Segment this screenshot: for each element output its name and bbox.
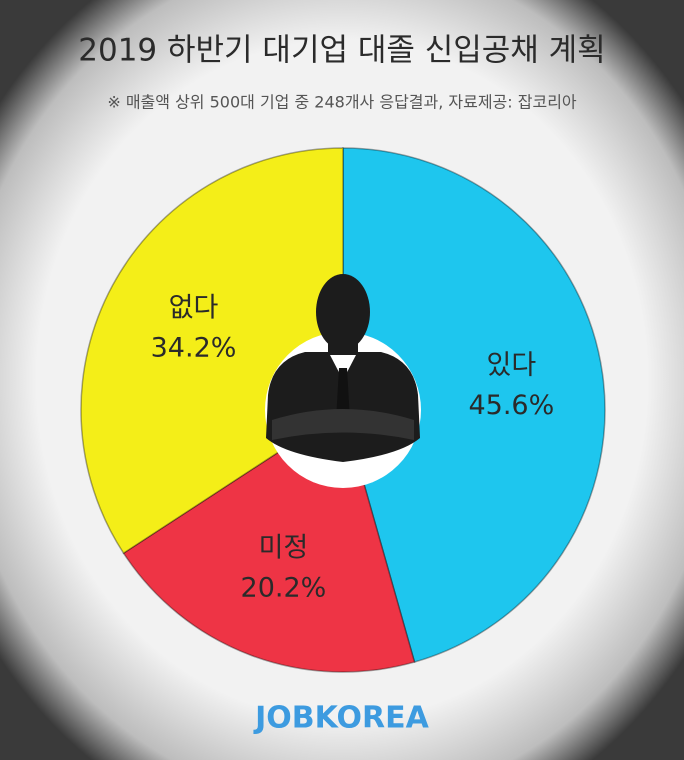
silhouette-icon (266, 274, 420, 462)
chart-title: 2019 하반기 대기업 대졸 신입공채 계획 (78, 33, 605, 69)
chart-subtitle: ※ 매출액 상위 500대 기업 중 248개사 응답결과, 자료제공: 잡코리… (107, 93, 577, 112)
slice-value-label: 20.2% (241, 573, 327, 604)
slice-label: 미정 (259, 533, 309, 564)
slice-value-label: 34.2% (151, 333, 237, 364)
slice-label: 있다 (487, 350, 537, 381)
brand-logo: JOBKOREA (253, 701, 430, 736)
pie-slice (342, 147, 606, 663)
slice-value-label: 45.6% (468, 390, 554, 421)
slice-label: 없다 (169, 293, 219, 324)
